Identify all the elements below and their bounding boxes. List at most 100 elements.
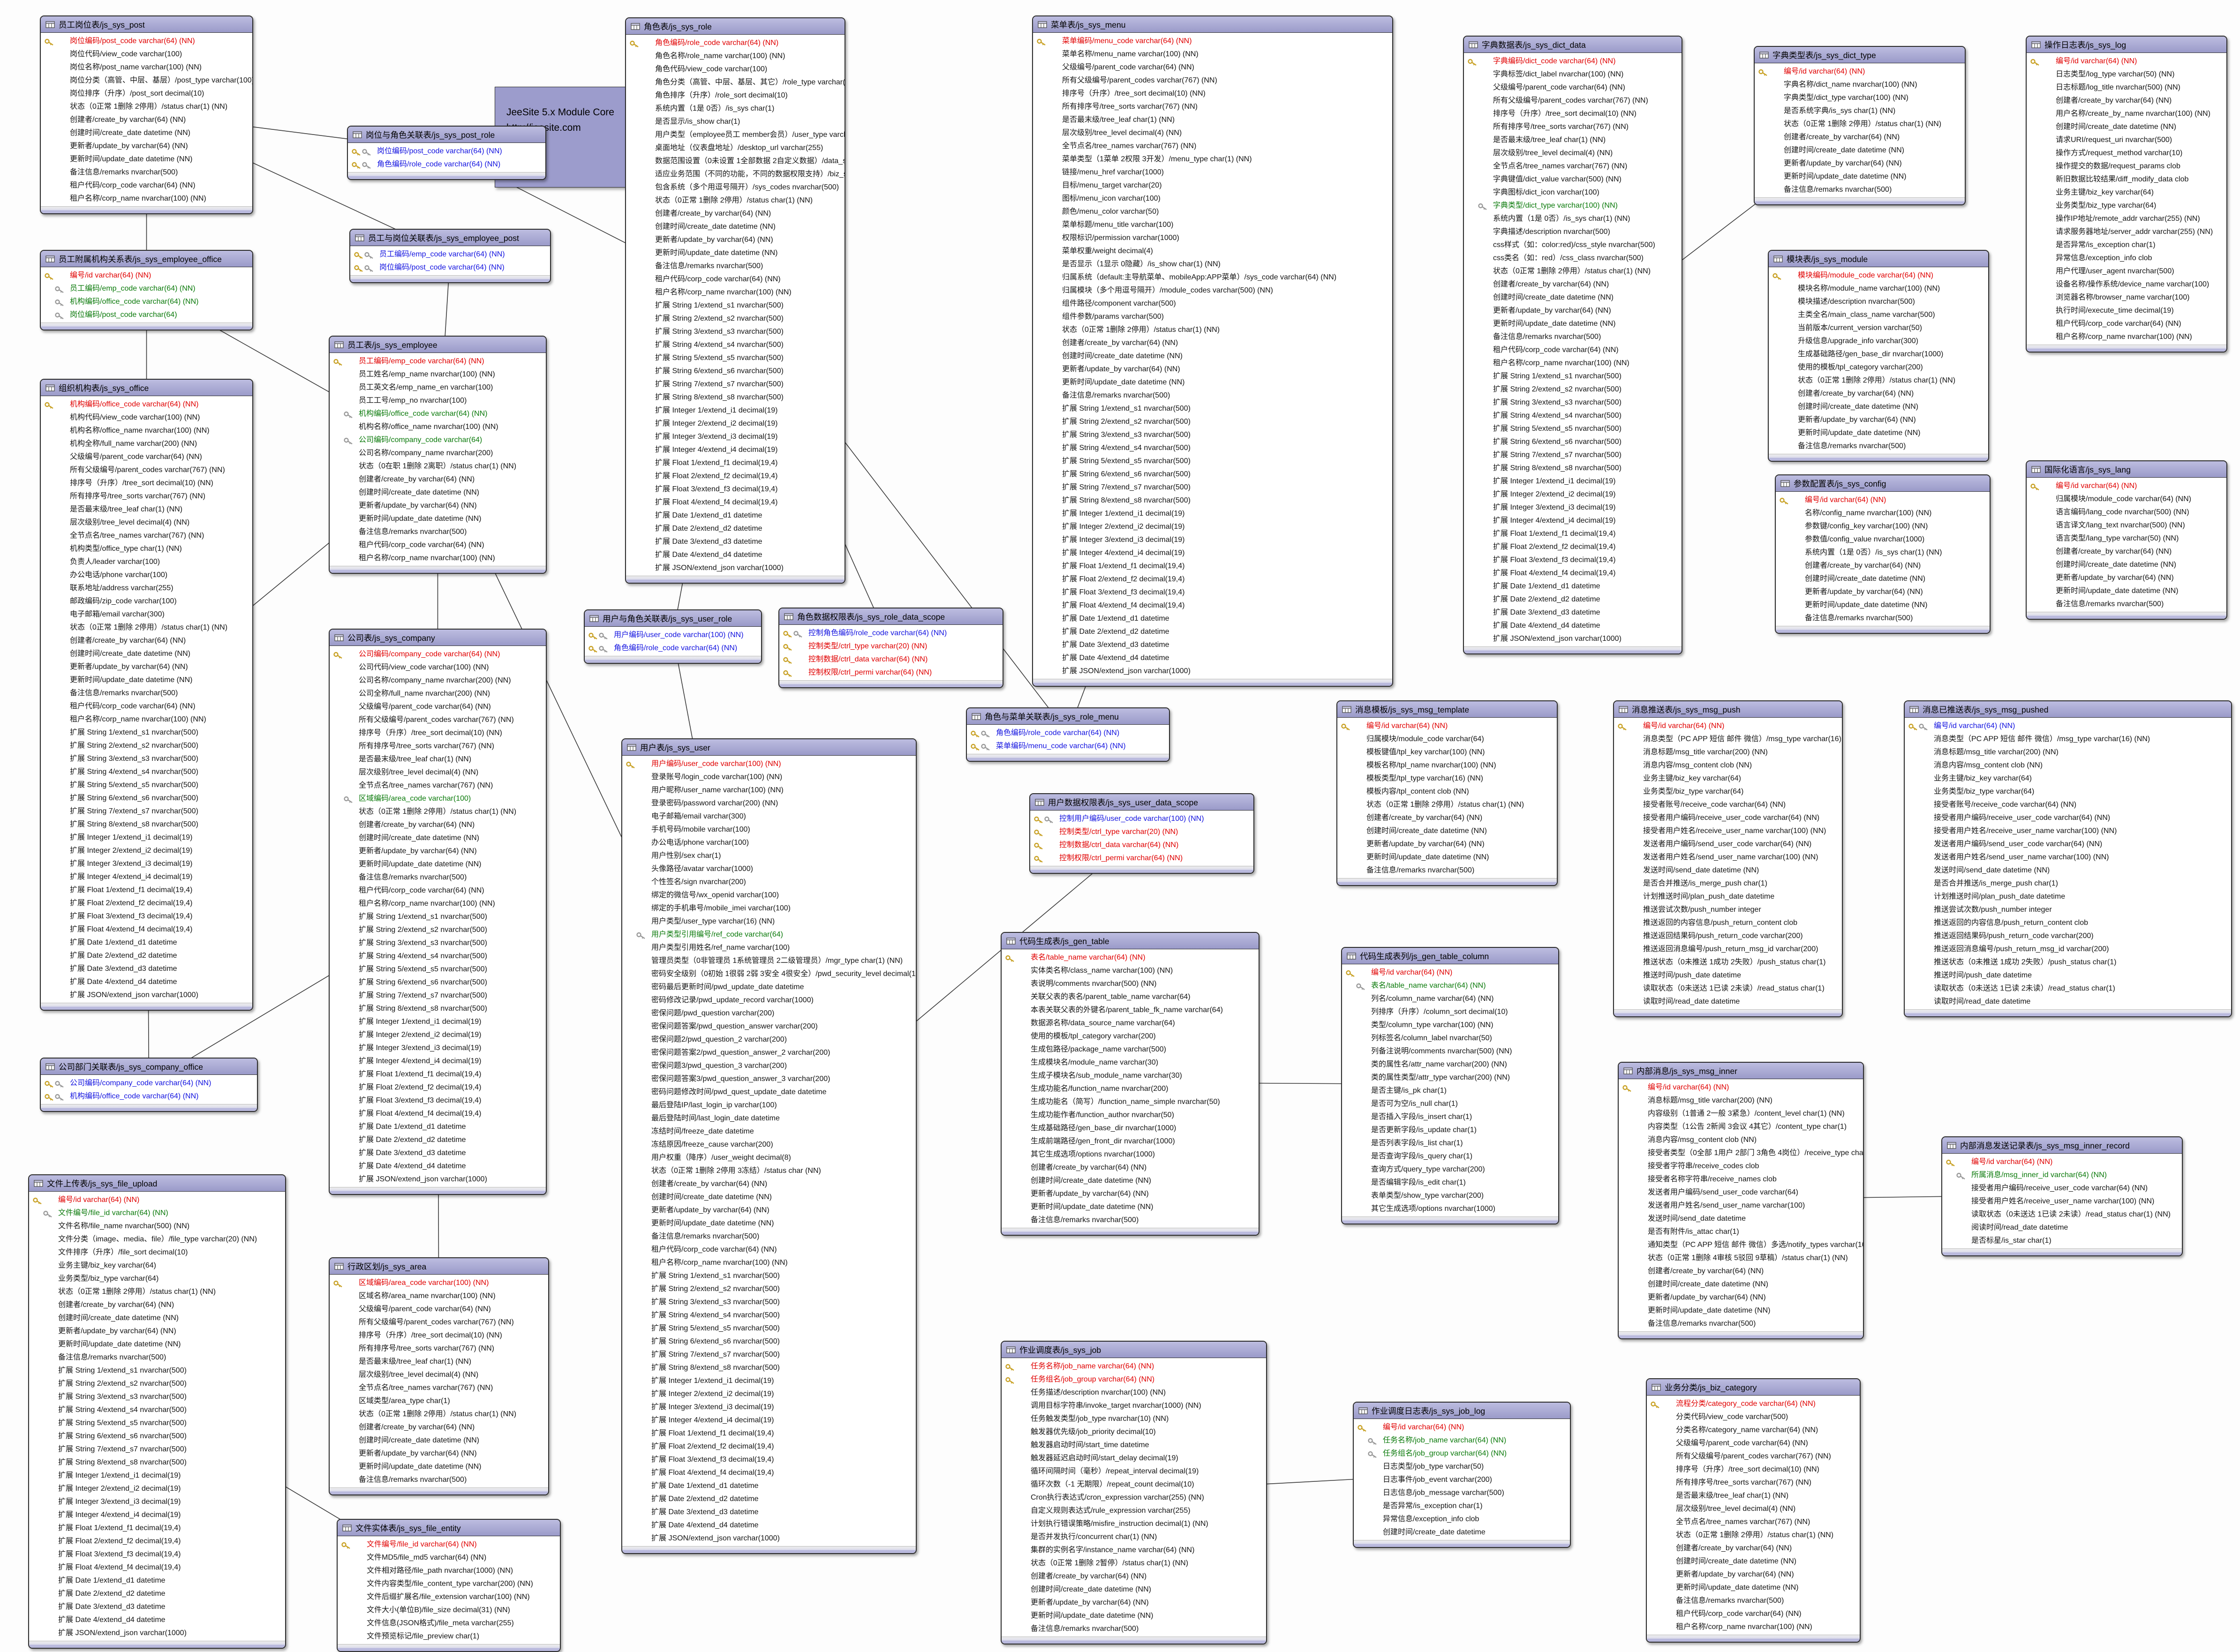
field-row[interactable]: 模板键值/tpl_key varchar(100) (NN) [1337,746,1557,759]
field-row[interactable]: 父级编号/parent_code varchar(64) (NN) [1647,1437,1860,1450]
field-row[interactable]: 扩展 Integer 1/extend_i1 decimal(19) [41,831,252,844]
field-row[interactable]: 员工编码/emp_code varchar(64) (NN) [350,248,550,261]
table-header[interactable]: 员工表/js_sys_employee [330,337,546,353]
field-row[interactable]: css样式（如：color:red)/css_style nvarchar(50… [1464,239,1682,252]
field-row[interactable]: 扩展 String 6/extend_s6 nvarchar(500) [29,1430,285,1443]
field-row[interactable]: 列标签名/column_label nvarchar(50) [1342,1032,1558,1045]
field-row[interactable]: 扩展 String 6/extend_s6 nvarchar(500) [1033,468,1392,481]
field-row[interactable]: 岗位编码/post_code varchar(64) (NN) [41,35,252,48]
table-header[interactable]: 作业调度日志表/js_sys_job_log [1354,1403,1570,1419]
field-row[interactable]: 调用目标字符串/invoke_target nvarchar(1000) (NN… [1002,1399,1266,1412]
field-row[interactable]: 扩展 Float 4/extend_f4 decimal(19,4) [1033,599,1392,612]
field-row[interactable]: 排序号（升序）/tree_sort decimal(10) (NN) [1464,107,1682,120]
field-row[interactable]: 备注信息/remarks nvarchar(500) [1776,612,1990,625]
field-row[interactable]: 更新时间/update_date datetime (NN) [1776,599,1990,612]
field-row[interactable]: 租户名称/corp_name nvarchar(100) (NN) [626,286,845,299]
field-row[interactable]: 扩展 String 8/extend_s8 nvarchar(500) [1033,494,1392,507]
field-row[interactable]: 密保问题/pwd_question varchar(200) [622,1007,916,1020]
field-row[interactable]: 状态（0正常 1删除 2停用）/status char(1) (NN) [626,194,845,207]
field-row[interactable]: 创建时间/create_date datetime (NN) [1002,1174,1259,1187]
field-row[interactable]: 包含系统（多个用逗号隔开）/sys_codes nvarchar(500) [626,181,845,194]
field-row[interactable]: 创建时间/create_date datetime (NN) [622,1191,916,1204]
entity-js_sys_post[interactable]: 员工岗位表/js_sys_post 岗位编码/post_code varchar(… [40,15,253,214]
field-row[interactable]: 是否显示（1显示 0隐藏）/is_show char(1) (NN) [1033,258,1392,271]
field-row[interactable]: 实体类名称/class_name varchar(100) (NN) [1002,964,1259,977]
field-row[interactable]: 办公电话/phone varchar(100) [622,836,916,849]
field-row[interactable]: 接受者用户姓名/receive_user_name varchar(100) (… [1614,825,1842,838]
field-row[interactable]: 推送返回结果码/push_return_code varchar(200) [1614,930,1842,943]
field-row[interactable]: 所属消息/msg_inner_id varchar(64) (NN) [1942,1169,2182,1182]
field-row[interactable]: 表说明/comments nvarchar(500) (NN) [1002,977,1259,991]
field-row[interactable]: 更新者/update_by varchar(64) (NN) [1619,1291,1863,1304]
field-row[interactable]: 扩展 Integer 1/extend_i1 decimal(19) [622,1374,916,1388]
field-row[interactable]: 执行时间/execute_time decimal(19) [2027,304,2226,317]
field-row[interactable]: 更新者/update_by varchar(64) (NN) [1033,363,1392,376]
field-row[interactable]: 通知类型（PC APP 短信 邮件 微信）多选/notify_types var… [1619,1239,1863,1252]
field-row[interactable]: 扩展 Float 2/extend_f2 decimal(19,4) [29,1535,285,1548]
field-row[interactable]: 任务名称/job_name varchar(64) (NN) [1002,1360,1266,1373]
entity-js_sys_config[interactable]: 参数配置表/js_sys_config 编号/id varchar(64) (NN… [1775,474,1991,634]
field-row[interactable]: 更新时间/update_date datetime (NN) [330,858,546,871]
field-row[interactable]: 更新者/update_by varchar(64) (NN) [330,499,546,512]
field-row[interactable]: 租户代码/corp_code varchar(64) (NN) [41,700,252,713]
field-row[interactable]: 所有排序号/tree_sorts varchar(767) (NN) [330,740,546,753]
entity-js_sys_company[interactable]: 公司表/js_sys_company 公司编码/company_code varc… [329,629,547,1195]
field-row[interactable]: 字典图标/dict_icon varchar(100) [1464,186,1682,199]
field-row[interactable]: 模板类型/tpl_type varchar(16) (NN) [1337,772,1557,785]
field-row[interactable]: 扩展 String 3/extend_s3 nvarchar(500) [41,752,252,766]
field-row[interactable]: 用户类型引用姓名/ref_name varchar(100) [622,941,916,954]
field-row[interactable]: 生成基础路径/gen_base_dir nvarchar(1000) [1002,1122,1259,1135]
field-row[interactable]: 扩展 String 1/extend_s1 nvarchar(500) [1033,402,1392,415]
field-row[interactable]: 扩展 String 4/extend_s4 nvarchar(500) [41,766,252,779]
field-row[interactable]: 更新者/update_by varchar(64) (NN) [41,140,252,153]
field-row[interactable]: 联系地址/address varchar(255) [41,582,252,595]
field-row[interactable]: 编号/id varchar(64) (NN) [29,1194,285,1207]
field-row[interactable]: 扩展 Date 3/extend_d3 datetime [330,1147,546,1160]
field-row[interactable]: 扩展 Float 1/extend_f1 decimal(19,4) [1033,560,1392,573]
field-row[interactable]: 用户昵称/user_name varchar(100) (NN) [622,784,916,797]
field-row[interactable]: 创建时间/create_date datetime (NN) [1464,291,1682,304]
field-row[interactable]: 备注信息/remarks nvarchar(500) [1755,183,1965,196]
field-row[interactable]: 扩展 Integer 4/extend_i4 decimal(19) [1464,514,1682,527]
table-header[interactable]: 角色与菜单关联表/js_sys_role_menu [967,708,1169,725]
field-row[interactable]: 更新时间/update_date datetime (NN) [626,247,845,260]
field-row[interactable]: 扩展 Float 1/extend_f1 decimal(19,4) [330,1068,546,1081]
field-row[interactable]: 读取状态（0未送达 1已读 2未读）/read_status char(1) (… [1942,1208,2182,1221]
field-row[interactable]: 更新时间/update_date datetime (NN) [622,1217,916,1230]
table-header[interactable]: 行政区划/js_sys_area [330,1258,548,1275]
field-row[interactable]: 扩展 Date 2/extend_d2 datetime [41,949,252,962]
entity-js_sys_post_role[interactable]: 岗位与角色关联表/js_sys_post_role 岗位编码/post_code … [347,126,546,180]
field-row[interactable]: 更新时间/update_date datetime (NN) [1769,427,1988,440]
field-row[interactable]: 备注信息/remarks nvarchar(500) [626,260,845,273]
field-row[interactable]: 文件排序（升序）/file_sort decimal(10) [29,1246,285,1259]
field-row[interactable]: 循环次数（-1 无期限）/repeat_count decimal(10) [1002,1478,1266,1491]
field-row[interactable]: 接受者类型（0全部 1用户 2部门 3角色 4岗位）/receive_type … [1619,1147,1863,1160]
field-row[interactable]: 备注信息/remarks nvarchar(500) [622,1230,916,1243]
field-row[interactable]: 业务类型/biz_type varchar(64) [2027,199,2226,212]
field-row[interactable]: 扩展 String 6/extend_s6 nvarchar(500) [622,1335,916,1348]
field-row[interactable]: 更新时间/update_date datetime (NN) [41,674,252,687]
field-row[interactable]: 扩展 String 1/extend_s1 nvarchar(500) [330,910,546,924]
field-row[interactable]: 参数值/config_value nvarchar(1000) [1776,533,1990,546]
field-row[interactable]: 业务主键/biz_key varchar(64) [1905,772,2231,785]
field-row[interactable]: 用户名称/create_by_name nvarchar(100) (NN) [2027,107,2226,120]
field-row[interactable]: 备注信息/remarks nvarchar(500) [1619,1317,1863,1330]
field-row[interactable]: 创建时间/create_date datetime (NN) [1337,825,1557,838]
field-row[interactable]: 备注信息/remarks nvarchar(500) [1647,1594,1860,1607]
field-row[interactable]: 业务类型/biz_type varchar(64) [1905,785,2231,798]
field-row[interactable]: 扩展 Integer 2/extend_i2 decimal(19) [1464,488,1682,501]
field-row[interactable]: 字典名称/dict_name nvarchar(100) (NN) [1755,78,1965,91]
field-row[interactable]: 扩展 Float 3/extend_f3 decimal(19,4) [626,483,845,496]
field-row[interactable]: 是否并发执行/concurrent char(1) (NN) [1002,1531,1266,1544]
field-row[interactable]: 模块编码/module_code varchar(64) (NN) [1769,269,1988,282]
field-row[interactable]: 扩展 String 8/extend_s8 nvarchar(500) [29,1456,285,1469]
field-row[interactable]: 扩展 Integer 2/extend_i2 decimal(19) [1033,520,1392,533]
field-row[interactable]: 触发器延迟启动时间/start_delay decimal(19) [1002,1452,1266,1465]
field-row[interactable]: 排序号（升序）/tree_sort decimal(10) (NN) [41,477,252,490]
field-row[interactable]: 推送返回的内容信息/push_return_content clob [1905,916,2231,930]
entity-js_sys_file_entity[interactable]: 文件实体表/js_sys_file_entity 文件编号/file_id var… [337,1519,561,1652]
field-row[interactable]: 其它生成选项/options nvarchar(1000) [1002,1148,1259,1161]
field-row[interactable]: 扩展 Integer 3/extend_i3 decimal(19) [29,1495,285,1509]
field-row[interactable]: 扩展 Date 2/extend_d2 datetime [1033,625,1392,638]
field-row[interactable]: 排序号（升序）/tree_sort decimal(10) (NN) [1647,1463,1860,1476]
